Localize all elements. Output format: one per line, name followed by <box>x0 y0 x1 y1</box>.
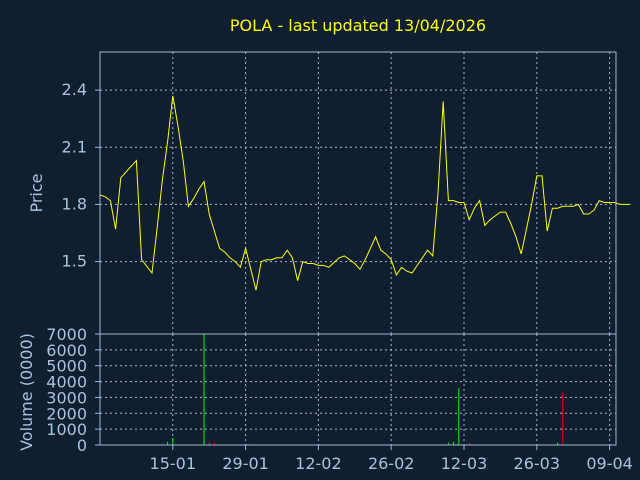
volume-tick-label: 2000 <box>46 404 87 423</box>
volume-bars <box>167 334 564 445</box>
volume-tick-label: 1000 <box>46 420 87 439</box>
volume-tick-label: 3000 <box>46 388 87 407</box>
volume-tick-label: 4000 <box>46 373 87 392</box>
price-tick-label: 2.4 <box>62 80 87 99</box>
volume-tick-label: 7000 <box>46 325 87 344</box>
x-tick-label: 15-01 <box>150 454 197 473</box>
x-tick-label: 26-03 <box>514 454 561 473</box>
price-tick-label: 2.1 <box>62 137 87 156</box>
chart-title: POLA - last updated 13/04/2026 <box>230 16 486 35</box>
volume-tick-label: 5000 <box>46 357 87 376</box>
price-panel-grid <box>100 52 616 334</box>
volume-panel-frame <box>99 333 617 446</box>
x-tick-label: 12-02 <box>295 454 342 473</box>
volume-tick-label: 6000 <box>46 341 87 360</box>
price-tick-label: 1.5 <box>62 252 87 271</box>
volume-tick-label: 0 <box>77 436 87 455</box>
price-tick-label: 1.8 <box>62 194 87 213</box>
volume-axis-label: Volume (0000) <box>17 333 36 451</box>
x-axis-ticks: 15-01 29-01 12-02 26-02 12-03 26-03 09-04 <box>150 445 633 473</box>
x-tick-label: 26-02 <box>368 454 415 473</box>
price-y-ticks: 1.5 1.8 2.1 2.4 <box>62 80 100 271</box>
price-panel-frame <box>99 51 617 335</box>
x-tick-label: 09-04 <box>586 454 633 473</box>
price-axis-label: Price <box>27 173 46 212</box>
x-tick-label: 29-01 <box>222 454 269 473</box>
volume-panel-grid <box>100 334 616 445</box>
x-tick-label: 12-03 <box>441 454 488 473</box>
price-line <box>99 95 631 291</box>
